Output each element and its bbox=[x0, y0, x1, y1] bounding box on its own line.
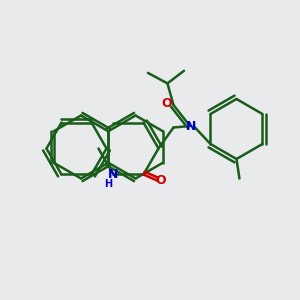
Text: N: N bbox=[108, 168, 118, 181]
Text: O: O bbox=[155, 174, 166, 187]
Text: N: N bbox=[186, 119, 197, 133]
Text: H: H bbox=[104, 179, 112, 189]
Text: O: O bbox=[161, 97, 172, 110]
